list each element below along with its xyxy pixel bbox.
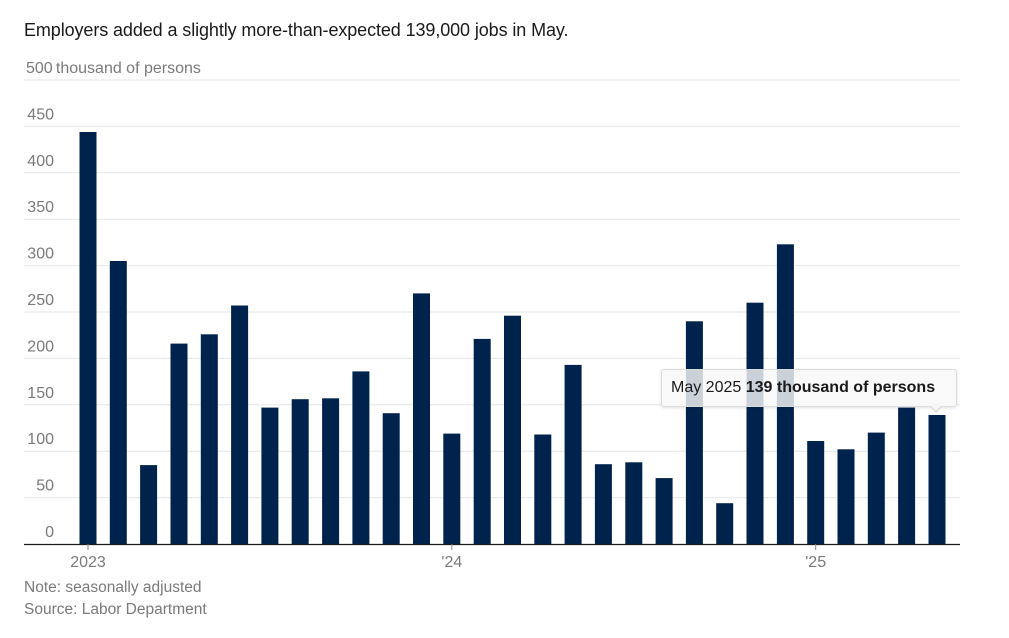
- y-tick-label: 450: [27, 106, 54, 123]
- tooltip-value: 139 thousand of persons: [745, 379, 936, 396]
- hover-tooltip: May 2025 139 thousand of persons: [661, 369, 957, 413]
- x-tick-label: '24: [441, 554, 462, 571]
- bar: [504, 315, 521, 544]
- y-tick-label: 300: [27, 246, 54, 263]
- bar: [200, 334, 218, 544]
- bar: [564, 364, 582, 544]
- bar: [322, 398, 340, 544]
- y-tick-label: 50: [36, 478, 54, 495]
- bars: [79, 132, 946, 545]
- bar: [382, 413, 400, 544]
- y-tick-label: 100: [27, 431, 54, 448]
- bar: [261, 407, 279, 544]
- bar: [413, 293, 430, 544]
- y-tick-label: 0: [45, 524, 54, 541]
- bar: [867, 432, 885, 544]
- x-axis: 2023 '24 '25: [24, 543, 960, 571]
- y-tick-label: 200: [27, 338, 54, 355]
- bar: [140, 465, 158, 544]
- bar: [473, 338, 491, 544]
- bar: [443, 433, 461, 544]
- y-tick-label: 400: [27, 153, 54, 170]
- y-tick-label: 350: [27, 199, 54, 216]
- tooltip-period: May 2025: [671, 379, 742, 396]
- y-tick-label: 150: [27, 385, 54, 402]
- bar: [655, 478, 673, 544]
- x-tick-label: 2023: [70, 554, 106, 571]
- bar: [594, 464, 612, 544]
- bar: [807, 441, 825, 544]
- y-axis-labels: 0 50 100 150 200 250 300 350 400 450 500 thousand …: [26, 60, 201, 541]
- bar: [291, 399, 309, 544]
- x-tick-label: '25: [805, 554, 826, 571]
- gridlines: [24, 79, 960, 499]
- bar: [685, 321, 703, 544]
- bar: [170, 343, 188, 544]
- bar: [898, 407, 916, 544]
- bar: [746, 302, 764, 544]
- chart-title: Employers added a slightly more-than-exp…: [24, 20, 569, 40]
- bar: [352, 371, 370, 544]
- bar: [928, 415, 946, 544]
- bar: [534, 434, 552, 544]
- bar: [837, 449, 855, 544]
- bar: [79, 132, 97, 544]
- tooltip-pointer-inner: [930, 405, 942, 411]
- source-note: Source: Labor Department: [24, 601, 207, 618]
- y-tick-label: 500 thousand of persons: [26, 60, 201, 77]
- bar: [231, 305, 249, 544]
- y-tick-label: 250: [27, 292, 54, 309]
- bar: [109, 261, 127, 544]
- footnote: Note: seasonally adjusted: [24, 579, 202, 596]
- bar: [625, 462, 643, 544]
- bar: [716, 503, 734, 544]
